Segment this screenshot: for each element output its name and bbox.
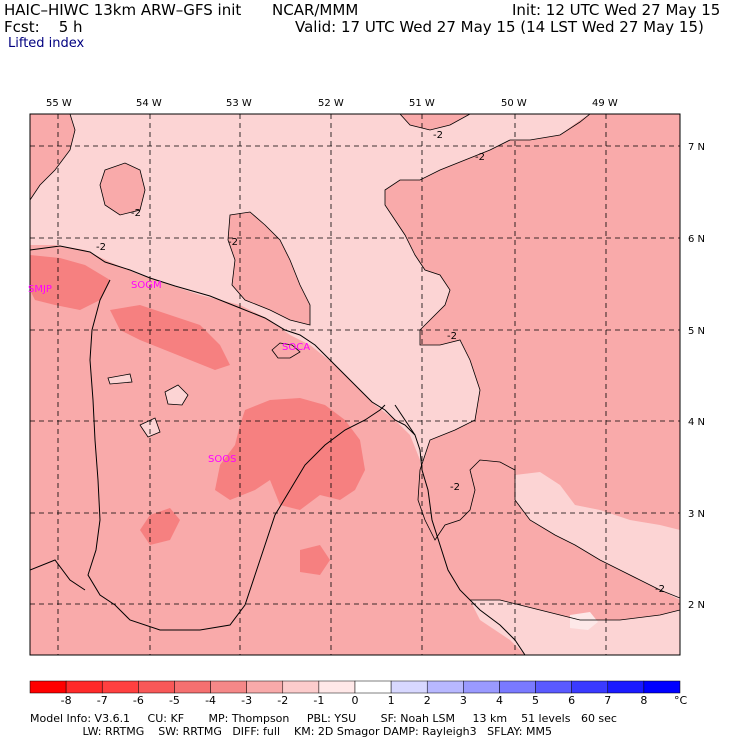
colorbar-swatch	[138, 680, 175, 694]
colorbar-swatch	[463, 680, 500, 694]
blob-54w	[100, 163, 145, 215]
colorbar-swatch	[318, 680, 356, 694]
dark-patch-central	[215, 398, 365, 510]
colorbar-swatch	[499, 680, 536, 694]
lon-label-54w: 54 W	[136, 98, 162, 109]
forecast-hour: Fcst: 5 h	[4, 18, 83, 36]
border-line-southwest	[30, 559, 86, 591]
colorbar-tick-label: -7	[97, 694, 108, 707]
init-time: Init: 12 UTC Wed 27 May 15	[512, 1, 721, 19]
map-field	[30, 114, 680, 655]
colorbar-swatch	[65, 680, 103, 694]
contour-label: -2	[655, 584, 665, 595]
top-left-medium-region	[30, 114, 75, 200]
station-smjp: SMJP	[28, 284, 52, 295]
lat-label-4n: 4 N	[688, 417, 705, 428]
lon-label-53w: 53 W	[226, 98, 252, 109]
dark-patch-west	[30, 255, 110, 310]
contour-soca	[271, 342, 301, 359]
contour-northwest	[30, 114, 76, 201]
colorbar-tick-label: -4	[205, 694, 216, 707]
colorbar-tick-label: -3	[241, 694, 252, 707]
center-name: NCAR/MMM	[272, 1, 359, 19]
colorbar-tick-label: -5	[169, 694, 180, 707]
colorbar: -8 -7 -6 -5 -4 -3 -2 -1 0 1 2 3 4 5 6 7 8 °C	[29, 680, 688, 707]
colorbar-swatch	[571, 680, 609, 694]
colorbar-tick-label: 7	[604, 694, 611, 707]
colorbar-tick-label: 1	[388, 694, 395, 707]
contour-top	[399, 114, 471, 131]
contour-lobe-53w	[227, 211, 311, 326]
contour-label: -2	[96, 242, 106, 253]
contour-label: -2	[131, 208, 141, 219]
lat-label-5n: 5 N	[688, 326, 705, 337]
colorbar-swatch	[174, 680, 211, 694]
dark-patch-south	[140, 508, 180, 545]
lat-label-6n: 6 N	[688, 234, 705, 245]
colorbar-tick-label: 6	[568, 694, 575, 707]
dark-patch-north	[110, 305, 230, 370]
colorbar-unit: °C	[674, 694, 688, 707]
lat-label-3n: 3 N	[688, 509, 705, 520]
colorbar-swatch	[282, 680, 320, 694]
lon-label-49w: 49 W	[592, 98, 618, 109]
border-line-west	[87, 279, 386, 631]
lon-label-55w: 55 W	[46, 98, 72, 109]
colorbar-swatch	[390, 680, 428, 694]
lobe-53w	[228, 212, 310, 325]
lat-lon-grid	[30, 114, 680, 655]
coastline	[30, 245, 526, 655]
contour-label: -2	[475, 152, 485, 163]
colorbar-tick-label: -8	[61, 694, 72, 707]
model-title: HAIC–HIWC 13km ARW–GFS init	[4, 1, 242, 19]
station-soos: SOOS	[208, 454, 236, 465]
lon-label-51w: 51 W	[409, 98, 435, 109]
colorbar-swatch	[210, 680, 247, 694]
top-strip	[400, 114, 470, 130]
lat-label-7n: 7 N	[688, 142, 705, 153]
colorbar-swatch	[246, 680, 284, 694]
station-sogm: SOGM	[131, 280, 162, 291]
contour-blob-54w	[99, 162, 146, 216]
lon-label-50w: 50 W	[501, 98, 527, 109]
light-pocket-3	[108, 374, 132, 384]
lat-label-2n: 2 N	[688, 600, 705, 611]
colorbar-tick-label: 3	[460, 694, 467, 707]
colorbar-tick-label: 5	[532, 694, 539, 707]
colorbar-tick-label: -2	[277, 694, 288, 707]
colorbar-tick-label: 8	[640, 694, 647, 707]
colorbar-tick-label: -1	[313, 694, 324, 707]
contour-label: -2	[450, 482, 460, 493]
station-soca: SOCA	[282, 342, 310, 353]
valid-time: Valid: 17 UTC Wed 27 May 15 (14 LST Wed …	[295, 18, 704, 36]
field-name: Lifted index	[8, 36, 85, 51]
map-frame	[29, 113, 681, 656]
colorbar-swatch	[643, 680, 681, 694]
colorbar-swatch	[607, 680, 645, 694]
colorbar-swatch	[535, 680, 572, 694]
contour-label: -2	[447, 331, 457, 342]
dark-patch-southeast	[300, 545, 330, 575]
model-info-line2: LW: RRTMG SW: RRTMG DIFF: full KM: 2D Sm…	[30, 725, 552, 738]
light-pocket-1	[165, 385, 188, 405]
colorbar-swatch	[354, 680, 392, 694]
colorbar-tick-label: -6	[133, 694, 144, 707]
colorbar-swatch	[426, 680, 464, 694]
contour-label: -2	[433, 130, 443, 141]
model-info-line1: Model Info: V3.6.1 CU: KF MP: Thompson P…	[30, 712, 617, 725]
colorbar-swatch	[101, 680, 139, 694]
white-patch	[570, 612, 598, 630]
light-patch-east	[515, 472, 680, 600]
colorbar-tick-label: 2	[424, 694, 431, 707]
contour-southeast	[470, 599, 680, 621]
border-line-east	[394, 404, 416, 436]
contour-label: -2	[228, 237, 238, 248]
colorbar-tick-label: 0	[352, 694, 359, 707]
colorbar-tick-label: 4	[496, 694, 503, 707]
colorbar-swatch	[29, 680, 67, 694]
lon-label-52w: 52 W	[318, 98, 344, 109]
